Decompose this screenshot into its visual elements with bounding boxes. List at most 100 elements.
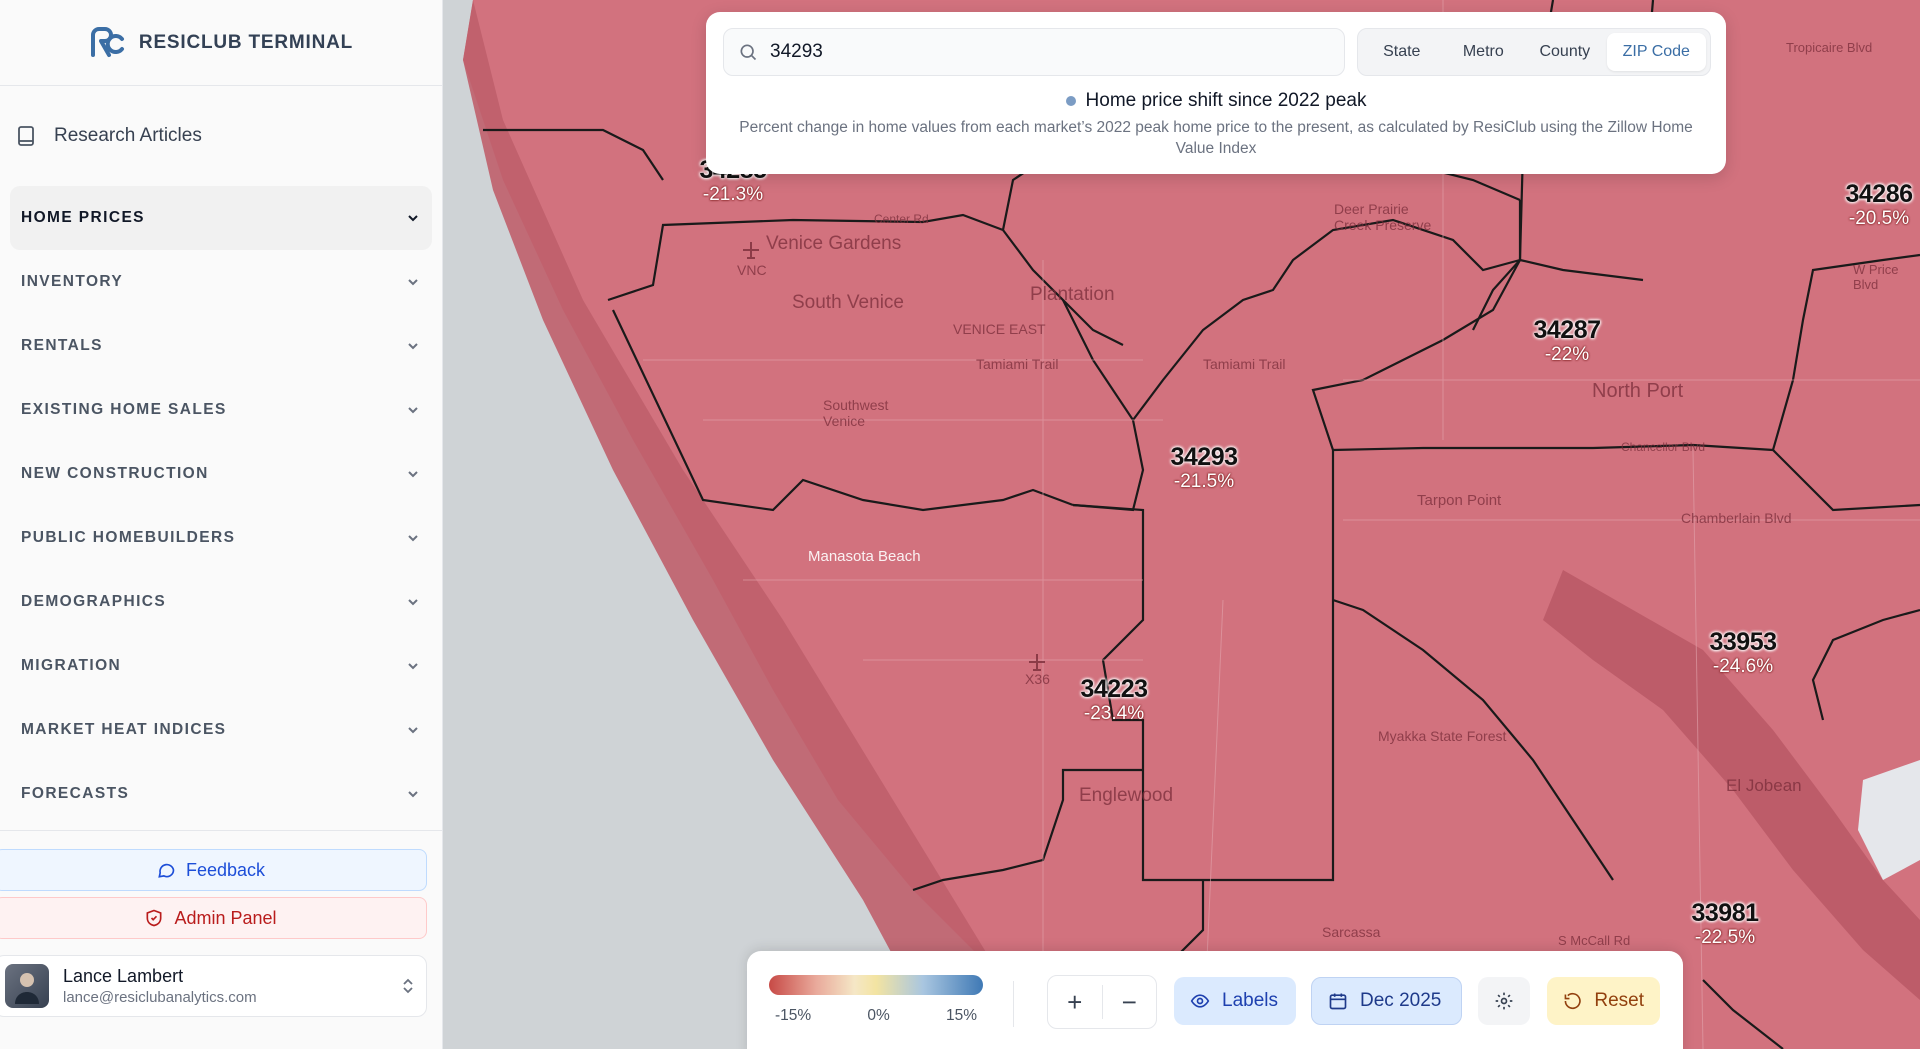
zip-label-34287[interactable]: 34287 -22% — [1533, 316, 1601, 366]
nav-label: NEW CONSTRUCTION — [21, 465, 209, 482]
nav-label: INVENTORY — [21, 273, 124, 290]
sidebar-item-inventory[interactable]: INVENTORY — [10, 250, 432, 314]
tab-county[interactable]: County — [1539, 43, 1591, 60]
user-menu[interactable]: Lance Lambert lance@resiclubanalytics.co… — [0, 955, 427, 1017]
place-label: Southwest Venice — [823, 397, 889, 429]
zip-code: 34287 — [1533, 316, 1601, 344]
chevron-up-down-icon — [403, 978, 413, 994]
sidebar-nav: HOME PRICES INVENTORY RENTALS EXISTING H… — [0, 186, 442, 826]
place-label: El Jobean — [1726, 776, 1802, 795]
legend-tick: 0% — [867, 1007, 890, 1024]
nav-label: MARKET HEAT INDICES — [21, 721, 227, 738]
chevron-down-icon — [408, 215, 418, 222]
settings-button[interactable] — [1478, 977, 1530, 1025]
zip-code: 33953 — [1709, 628, 1777, 656]
search-icon — [740, 44, 757, 61]
place-label: South Venice — [792, 292, 904, 313]
calendar-icon — [1329, 993, 1347, 1010]
chevron-down-icon — [408, 727, 418, 734]
zip-label-34223[interactable]: 34223 -23.4% — [1080, 675, 1148, 725]
research-articles-label: Research Articles — [54, 125, 202, 146]
zip-label-34286[interactable]: 34286 -20.5% — [1845, 180, 1913, 230]
sidebar-footer: Feedback Admin Panel Lance Lambert lance… — [0, 830, 443, 1017]
legend-gradient — [769, 975, 983, 995]
zoom-in-button[interactable]: + — [1067, 986, 1083, 1017]
brand-header[interactable]: RESICLUB TERMINAL — [0, 0, 442, 86]
tab-state[interactable]: State — [1383, 43, 1421, 60]
divider — [1101, 985, 1103, 1019]
zip-change: -23.4% — [1083, 703, 1145, 724]
labels-toggle-button[interactable]: Labels — [1174, 977, 1296, 1025]
place-label: Englewood — [1079, 785, 1174, 806]
metric-title-row[interactable]: Home price shift since 2022 peak — [706, 90, 1726, 112]
nav-label: FORECASTS — [21, 785, 130, 802]
map-canvas[interactable]: Venice Gardens South Venice Plantation V… — [443, 0, 1920, 1049]
tab-metro[interactable]: Metro — [1462, 43, 1504, 60]
date-label: Dec 2025 — [1360, 990, 1442, 1011]
zip-label-34293[interactable]: 34293 -21.5% — [1170, 443, 1238, 493]
zip-label-33981[interactable]: 33981 -22.5% — [1691, 899, 1759, 949]
user-email: lance@resiclubanalytics.com — [63, 989, 257, 1006]
place-label: Manasota Beach — [808, 548, 921, 565]
place-label: W Price Blvd — [1853, 262, 1899, 292]
place-label: S McCall Rd — [1558, 933, 1631, 948]
reset-button[interactable]: Reset — [1547, 977, 1660, 1025]
place-label: Chamberlain Blvd — [1681, 510, 1792, 526]
legend-ticks: -15% 0% 15% — [769, 1007, 983, 1025]
search-box[interactable] — [723, 28, 1345, 76]
sidebar-item-public-homebuilders[interactable]: PUBLIC HOMEBUILDERS — [10, 506, 432, 570]
zoom-out-button[interactable]: − — [1121, 986, 1137, 1017]
user-info: Lance Lambert lance@resiclubanalytics.co… — [63, 966, 386, 1006]
eye-icon — [1190, 994, 1210, 1008]
place-label: VENICE EAST — [953, 321, 1046, 337]
place-label: X36 — [1025, 671, 1050, 687]
place-label: Tamiami Trail — [1203, 356, 1286, 372]
sidebar-item-research-articles[interactable]: Research Articles — [0, 86, 442, 186]
divider — [1013, 981, 1014, 1027]
place-label: Sarcassa — [1322, 924, 1381, 940]
place-label: Deer Prairie Creek Preserve — [1334, 201, 1432, 233]
chevron-down-icon — [408, 663, 418, 670]
zip-code: 34293 — [1170, 443, 1238, 471]
zip-code: 33981 — [1691, 899, 1759, 927]
book-icon — [18, 126, 34, 146]
sidebar-item-rentals[interactable]: RENTALS — [10, 314, 432, 378]
chevron-down-icon — [408, 471, 418, 478]
shield-icon — [146, 909, 162, 927]
sidebar-item-migration[interactable]: MIGRATION — [10, 634, 432, 698]
sidebar-item-forecasts[interactable]: FORECASTS — [10, 762, 432, 826]
labels-label: Labels — [1222, 990, 1278, 1011]
sidebar-item-demographics[interactable]: DEMOGRAPHICS — [10, 570, 432, 634]
zip-change: -22.5% — [1694, 927, 1756, 948]
sidebar-item-existing-home-sales[interactable]: EXISTING HOME SALES — [10, 378, 432, 442]
admin-panel-button[interactable]: Admin Panel — [0, 897, 427, 939]
color-legend: -15% 0% 15% — [769, 975, 983, 1025]
place-label: Chancellor Blvd — [1621, 440, 1706, 454]
sidebar-item-new-construction[interactable]: NEW CONSTRUCTION — [10, 442, 432, 506]
place-label: Tropicaire Blvd — [1786, 40, 1873, 55]
sidebar-item-market-heat-indices[interactable]: MARKET HEAT INDICES — [10, 698, 432, 762]
place-label: VNC — [737, 262, 767, 278]
user-photo-icon — [15, 973, 39, 1004]
zip-code: 34223 — [1080, 675, 1148, 703]
resiclub-logo-icon — [90, 26, 124, 57]
chevron-down-icon — [408, 599, 418, 606]
date-picker-button[interactable]: Dec 2025 — [1311, 977, 1462, 1025]
zip-change: -21.5% — [1173, 471, 1235, 492]
zoom-controls: + − — [1047, 975, 1157, 1029]
sidebar-item-home-prices[interactable]: HOME PRICES — [10, 186, 432, 250]
place-label: Center Rd — [874, 212, 929, 226]
avatar — [5, 964, 49, 1008]
tab-zip-code[interactable]: ZIP Code — [1606, 33, 1706, 71]
search-input[interactable] — [770, 41, 1270, 63]
metric-title: Home price shift since 2022 peak — [1085, 90, 1367, 111]
nav-label: HOME PRICES — [21, 209, 145, 226]
zip-label-33953[interactable]: 33953 -24.6% — [1709, 628, 1777, 678]
feedback-button[interactable]: Feedback — [0, 849, 427, 891]
chevron-down-icon — [408, 279, 418, 286]
feedback-label: Feedback — [185, 859, 266, 880]
geo-level-tabs: State Metro County ZIP Code — [1357, 28, 1711, 76]
place-label: Plantation — [1030, 284, 1115, 305]
zip-change: -20.5% — [1848, 208, 1910, 229]
